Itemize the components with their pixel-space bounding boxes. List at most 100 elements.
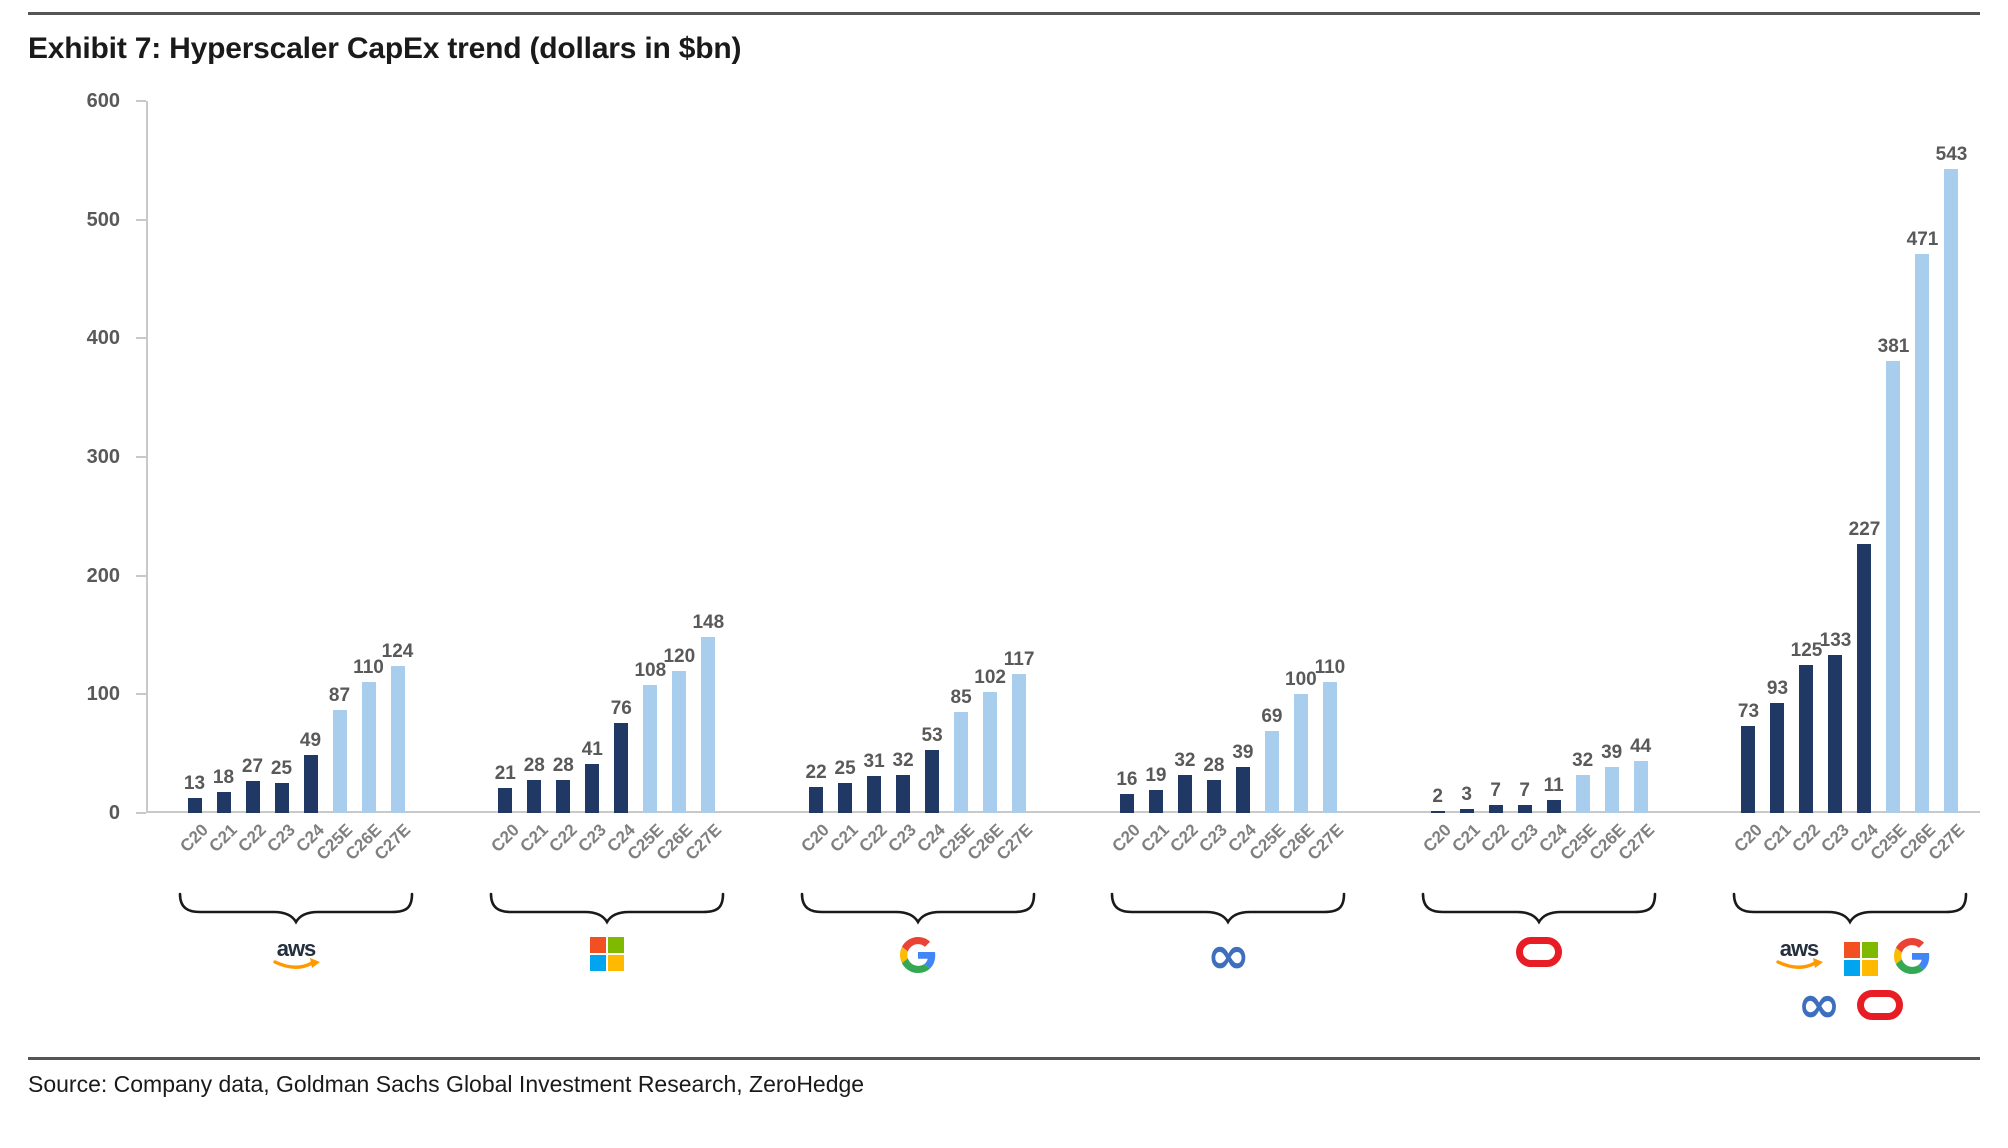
x-labels: C20 C21 C22 C23 C24 C25E C26E C27E xyxy=(798,813,1036,889)
microsoft-logo xyxy=(589,937,624,971)
value-label: 87 xyxy=(328,684,351,706)
bar-slot: 381 xyxy=(1877,335,1910,813)
value-label: 41 xyxy=(581,739,603,761)
bar-slot: 44 xyxy=(1626,736,1655,813)
x-slot: C23 xyxy=(574,813,609,889)
bars-aws: 13 18 27 25 49 87 110 124 xyxy=(180,101,413,813)
bar-slot: 85 xyxy=(947,688,976,813)
x-tick-label: C23 xyxy=(263,820,299,856)
value-label: 110 xyxy=(353,657,384,679)
value-label: 31 xyxy=(863,751,885,773)
logo-row xyxy=(1516,937,1563,967)
logo-row: ∞ xyxy=(1206,926,1251,986)
bar-slot: 53 xyxy=(918,726,947,813)
bar-total-C26E xyxy=(1915,254,1930,813)
group-logos: aws xyxy=(267,927,325,1049)
bars-meta: 16 19 32 28 39 69 100 110 xyxy=(1112,101,1346,813)
x-slot: C23 xyxy=(1506,813,1541,889)
bar-oracle-C24 xyxy=(1546,799,1561,813)
value-label: 76 xyxy=(610,697,632,719)
bar-aws-C20 xyxy=(187,797,202,813)
bar-aws-C22 xyxy=(245,780,260,813)
value-label: 381 xyxy=(1877,335,1910,357)
bar-total-C27E xyxy=(1944,168,1959,813)
value-label: 32 xyxy=(1174,750,1196,772)
value-label: 93 xyxy=(1766,677,1789,699)
bar-slot: 87 xyxy=(325,684,354,813)
x-slot: C20 xyxy=(176,813,211,889)
meta-logo: ∞ xyxy=(1797,975,1841,1035)
microsoft-logo xyxy=(1843,941,1878,976)
group-logos: aws ∞ xyxy=(1770,927,1930,1049)
meta-logo: ∞ xyxy=(1206,926,1251,986)
x-slot: C22 xyxy=(856,813,891,889)
svg-text:aws: aws xyxy=(277,937,316,961)
x-tick-label: C20 xyxy=(1108,820,1145,856)
value-label: 102 xyxy=(974,666,1006,688)
bar-microsoft-C20 xyxy=(498,788,513,813)
bar-slot: 69 xyxy=(1257,707,1286,813)
x-tick-label: C22 xyxy=(545,820,581,856)
bar-meta-C26E xyxy=(1293,694,1308,813)
bar-slot: 11 xyxy=(1539,775,1568,813)
value-label: 69 xyxy=(1261,706,1283,728)
bar-google-C21 xyxy=(838,783,853,813)
x-tick-label: C23 xyxy=(1817,820,1853,856)
bar-total-C21 xyxy=(1770,702,1785,813)
bars-microsoft: 21 28 28 41 76 108 120 148 xyxy=(491,101,724,813)
y-tick-mark xyxy=(136,456,146,458)
bar-slot: 41 xyxy=(578,740,607,813)
capex-bar-chart: 0 100 200 300 400 500 600 13 18 27 25 49 87 110 124 C2… xyxy=(28,90,1980,1049)
value-label: 3 xyxy=(1461,784,1472,806)
bar-slot: 16 xyxy=(1112,770,1141,813)
value-label: 28 xyxy=(523,754,545,776)
bar-microsoft-C27E xyxy=(701,637,716,813)
bar-slot: 125 xyxy=(1790,639,1823,813)
value-label: 110 xyxy=(1314,657,1346,679)
bar-meta-C22 xyxy=(1177,775,1192,813)
group-brace xyxy=(1730,889,1970,927)
value-label: 227 xyxy=(1848,518,1881,540)
x-tick-label: C23 xyxy=(1195,820,1232,856)
bars-total: 73 93 125 133 227 381 471 543 xyxy=(1734,101,1967,813)
bar-oracle-C26E xyxy=(1604,766,1619,813)
value-label: 19 xyxy=(1145,765,1167,787)
microsoft-square xyxy=(589,937,606,953)
bar-aws-C24 xyxy=(303,754,318,813)
microsoft-square xyxy=(607,937,624,953)
bar-slot: 110 xyxy=(1314,657,1346,813)
value-label: 471 xyxy=(1906,229,1939,251)
bar-slot: 120 xyxy=(663,646,695,813)
bar-total-C22 xyxy=(1799,664,1814,813)
x-slot: C21 xyxy=(827,813,862,889)
y-tick-label: 400 xyxy=(86,327,120,350)
value-label: 7 xyxy=(1519,779,1530,801)
x-slot: C20 xyxy=(1108,813,1145,889)
aws-logo: aws xyxy=(1770,936,1828,980)
bar-microsoft-C22 xyxy=(556,779,571,813)
value-label: 39 xyxy=(1601,741,1623,763)
bar-slot: 148 xyxy=(692,613,724,813)
bar-microsoft-C24 xyxy=(614,722,629,813)
value-label: 13 xyxy=(183,772,206,794)
x-tick-label: C21 xyxy=(1448,820,1484,856)
bar-slot: 93 xyxy=(1763,677,1792,813)
bar-meta-C23 xyxy=(1206,779,1221,813)
x-slot: C21 xyxy=(1448,813,1484,889)
value-label: 28 xyxy=(552,754,574,776)
oracle-logo xyxy=(1516,937,1563,967)
value-label: 32 xyxy=(1572,750,1594,772)
bar-slot: 117 xyxy=(1004,650,1034,813)
x-slot: C20 xyxy=(1730,813,1765,889)
value-label: 49 xyxy=(299,729,322,751)
x-tick-label: C20 xyxy=(1419,820,1455,856)
microsoft-square xyxy=(589,955,606,971)
value-label: 53 xyxy=(921,725,943,747)
value-label: 125 xyxy=(1790,639,1823,661)
google-logo xyxy=(1893,938,1930,979)
bar-slot: 27 xyxy=(238,756,267,813)
bar-meta-C27E xyxy=(1322,682,1337,813)
group-google: 22 25 31 32 53 85 102 117 C20 C21 C22 C23 C24 C25E C26… xyxy=(798,101,1038,1049)
bars-oracle: 2 3 7 7 11 32 39 44 xyxy=(1423,101,1655,813)
bar-slot: 25 xyxy=(267,759,296,813)
